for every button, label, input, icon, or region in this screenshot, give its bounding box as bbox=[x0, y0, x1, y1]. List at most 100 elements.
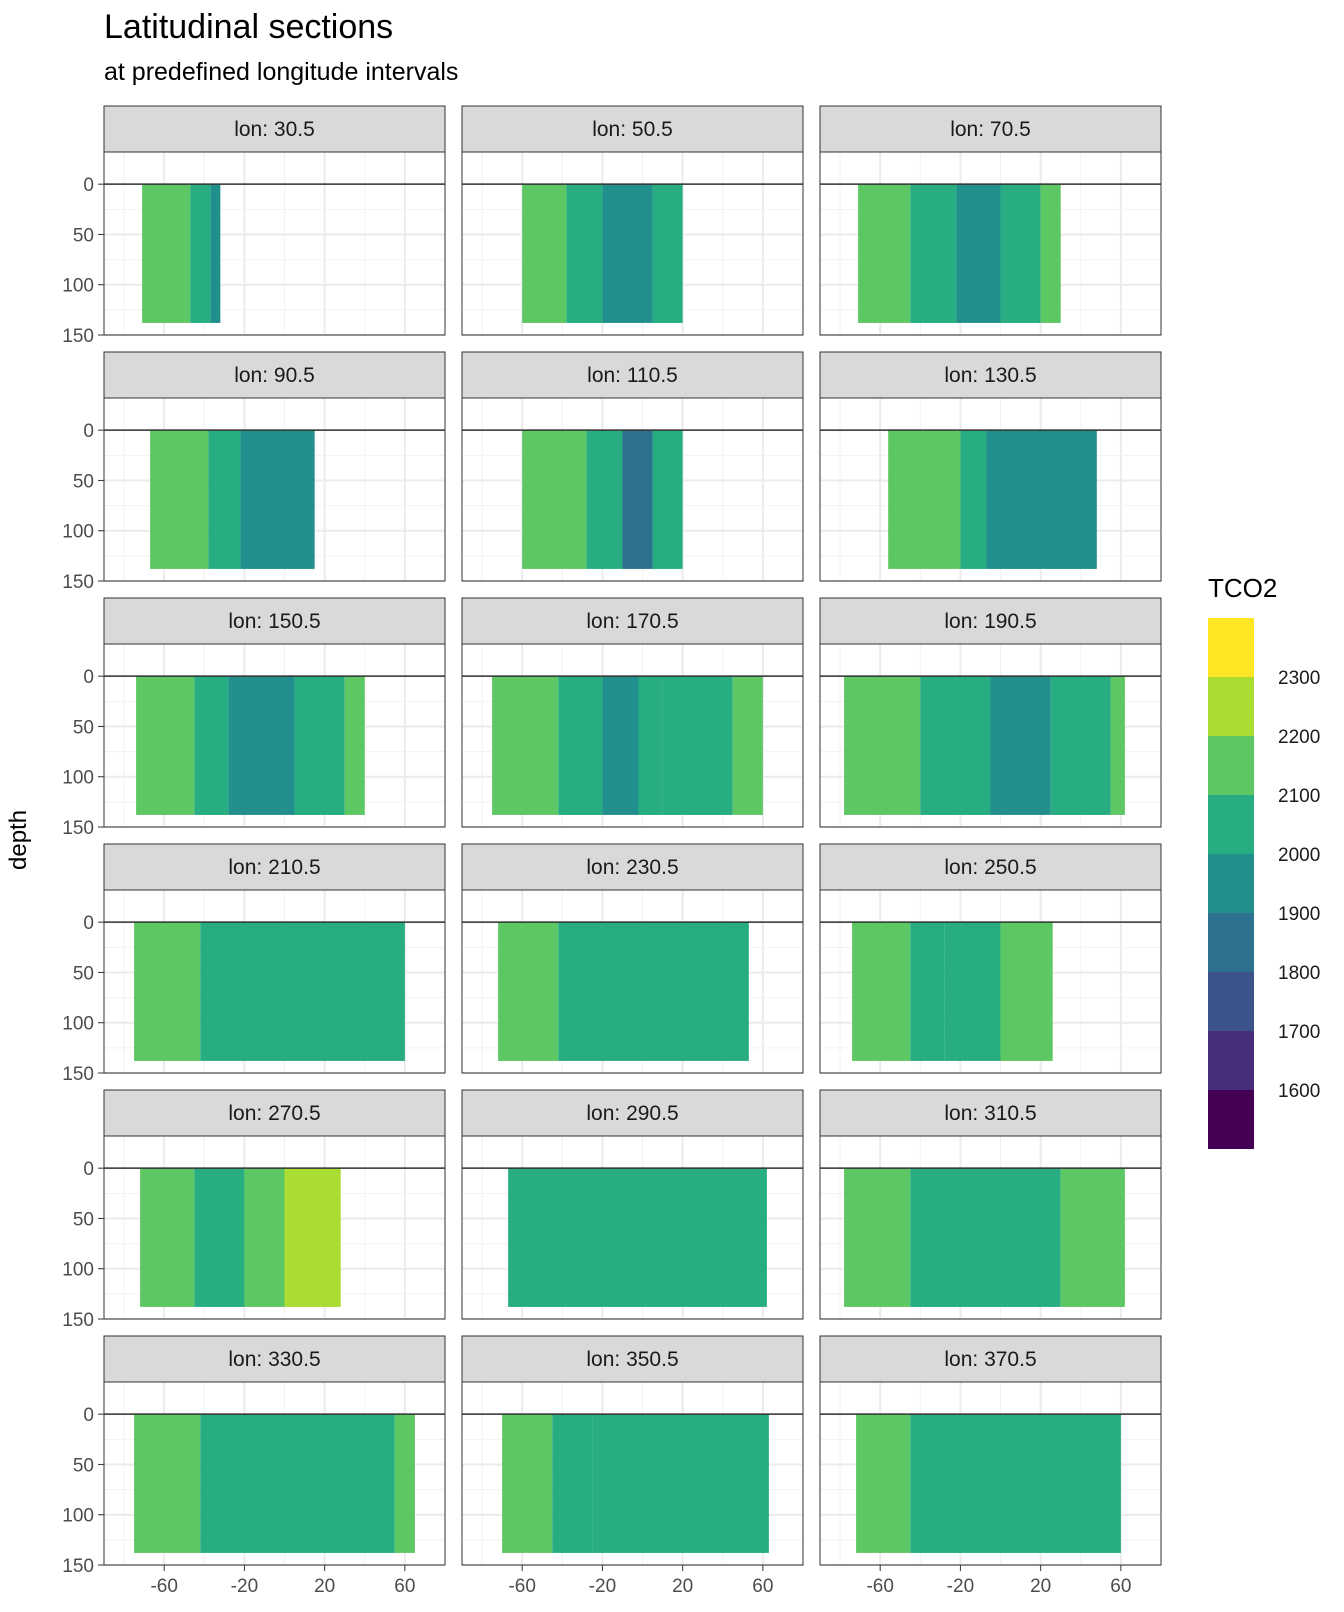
y-tick-label: 50 bbox=[73, 225, 94, 246]
y-tick-label: 100 bbox=[62, 1506, 94, 1527]
facet-strip-label: lon: 350.5 bbox=[586, 1348, 678, 1371]
facet-strip-label: lon: 150.5 bbox=[228, 610, 320, 633]
legend-swatch bbox=[1208, 972, 1254, 1031]
y-tick-label: 100 bbox=[62, 1014, 94, 1035]
contour-band bbox=[638, 676, 663, 815]
contour-band bbox=[150, 430, 209, 569]
y-tick-label: 100 bbox=[62, 768, 94, 789]
contour-band bbox=[190, 184, 211, 323]
legend-swatch bbox=[1208, 795, 1254, 854]
facet-strip-label: lon: 130.5 bbox=[944, 364, 1036, 387]
contour-band bbox=[522, 430, 587, 569]
contour-band bbox=[980, 1414, 1121, 1553]
contour-band bbox=[1000, 922, 1053, 1061]
x-tick-label: -60 bbox=[150, 1576, 177, 1597]
panel-border bbox=[461, 1135, 804, 1320]
y-tick-label: 150 bbox=[62, 326, 94, 347]
facet-strip bbox=[461, 843, 804, 891]
panel-border bbox=[819, 397, 1162, 582]
contour-band bbox=[1050, 676, 1111, 815]
panel-border bbox=[461, 889, 804, 1074]
contour-band bbox=[602, 184, 653, 323]
facet-strip bbox=[103, 843, 446, 891]
facet-strip bbox=[103, 597, 446, 645]
facet-strip-label: lon: 30.5 bbox=[234, 118, 315, 141]
y-tick-label: 50 bbox=[73, 963, 94, 984]
contour-band bbox=[344, 676, 365, 815]
contour-band bbox=[228, 676, 295, 815]
chart-subtitle: at predefined longitude intervals bbox=[104, 58, 459, 86]
facet-strip-label: lon: 90.5 bbox=[234, 364, 315, 387]
panel-border bbox=[819, 643, 1162, 828]
facet-strip-label: lon: 210.5 bbox=[228, 856, 320, 879]
y-tick-label: 0 bbox=[83, 175, 94, 196]
facet-strip-label: lon: 250.5 bbox=[944, 856, 1036, 879]
panel-border bbox=[461, 643, 804, 828]
y-tick-label: 0 bbox=[83, 421, 94, 442]
contour-band bbox=[522, 184, 567, 323]
contour-band bbox=[200, 922, 405, 1061]
facet-strip bbox=[461, 351, 804, 399]
facet-strip-label: lon: 70.5 bbox=[950, 118, 1031, 141]
contour-band bbox=[852, 922, 911, 1061]
legend-break-label: 2100 bbox=[1278, 786, 1320, 807]
facet-strip-label: lon: 170.5 bbox=[586, 610, 678, 633]
facet-strip-label: lon: 110.5 bbox=[587, 364, 678, 387]
x-tick-label: -20 bbox=[589, 1576, 616, 1597]
contour-band bbox=[508, 1168, 623, 1307]
chart-title: Latitudinal sections bbox=[104, 8, 394, 46]
x-tick-label: -20 bbox=[947, 1576, 974, 1597]
contour-band bbox=[622, 430, 653, 569]
legend-swatch bbox=[1208, 1090, 1254, 1149]
x-tick-label: 20 bbox=[672, 1576, 693, 1597]
panel-border bbox=[819, 1381, 1162, 1566]
contour-band bbox=[856, 1414, 911, 1553]
legend-swatch bbox=[1208, 736, 1254, 795]
y-tick-label: 150 bbox=[62, 818, 94, 839]
legend-swatch bbox=[1208, 1031, 1254, 1090]
contour-band bbox=[1060, 1168, 1125, 1307]
contour-band bbox=[910, 1168, 1061, 1307]
contour-band bbox=[662, 676, 733, 815]
contour-band bbox=[210, 184, 221, 323]
facet-strip bbox=[461, 1089, 804, 1137]
contour-band bbox=[552, 1414, 593, 1553]
legend-break-label: 2200 bbox=[1278, 727, 1320, 748]
contour-band bbox=[986, 430, 1097, 569]
facet-strip bbox=[819, 105, 1162, 153]
panel-border bbox=[103, 397, 446, 582]
legend-break-label: 1900 bbox=[1278, 904, 1320, 925]
contour-band bbox=[492, 676, 559, 815]
y-tick-label: 150 bbox=[62, 1556, 94, 1577]
contour-band bbox=[140, 1168, 195, 1307]
contour-band bbox=[208, 430, 241, 569]
x-tick-label: 60 bbox=[752, 1576, 773, 1597]
y-tick-label: 0 bbox=[83, 1405, 94, 1426]
facet-strip-label: lon: 270.5 bbox=[228, 1102, 320, 1125]
facet-strip-label: lon: 230.5 bbox=[586, 856, 678, 879]
y-tick-label: 100 bbox=[62, 522, 94, 543]
legend-break-label: 1600 bbox=[1278, 1081, 1320, 1102]
contour-band bbox=[566, 184, 603, 323]
y-tick-label: 50 bbox=[73, 1455, 94, 1476]
y-tick-label: 0 bbox=[83, 1159, 94, 1180]
contour-band bbox=[602, 676, 639, 815]
legend-swatch bbox=[1208, 677, 1254, 736]
contour-band bbox=[1110, 676, 1125, 815]
legend-break-label: 1700 bbox=[1278, 1022, 1320, 1043]
panel-border bbox=[103, 151, 446, 336]
x-tick-label: 20 bbox=[1030, 1576, 1051, 1597]
facet-strip bbox=[819, 597, 1162, 645]
contour-band bbox=[200, 1414, 395, 1553]
facet-strip bbox=[103, 1089, 446, 1137]
panel-border bbox=[819, 151, 1162, 336]
panel-border bbox=[461, 1381, 804, 1566]
contour-band bbox=[956, 184, 1001, 323]
x-tick-label: 60 bbox=[394, 1576, 415, 1597]
contour-band bbox=[1040, 184, 1061, 323]
x-tick-label: 60 bbox=[1110, 1576, 1131, 1597]
panel-border bbox=[103, 889, 446, 1074]
facet-strip bbox=[819, 1335, 1162, 1383]
panel-border bbox=[461, 151, 804, 336]
